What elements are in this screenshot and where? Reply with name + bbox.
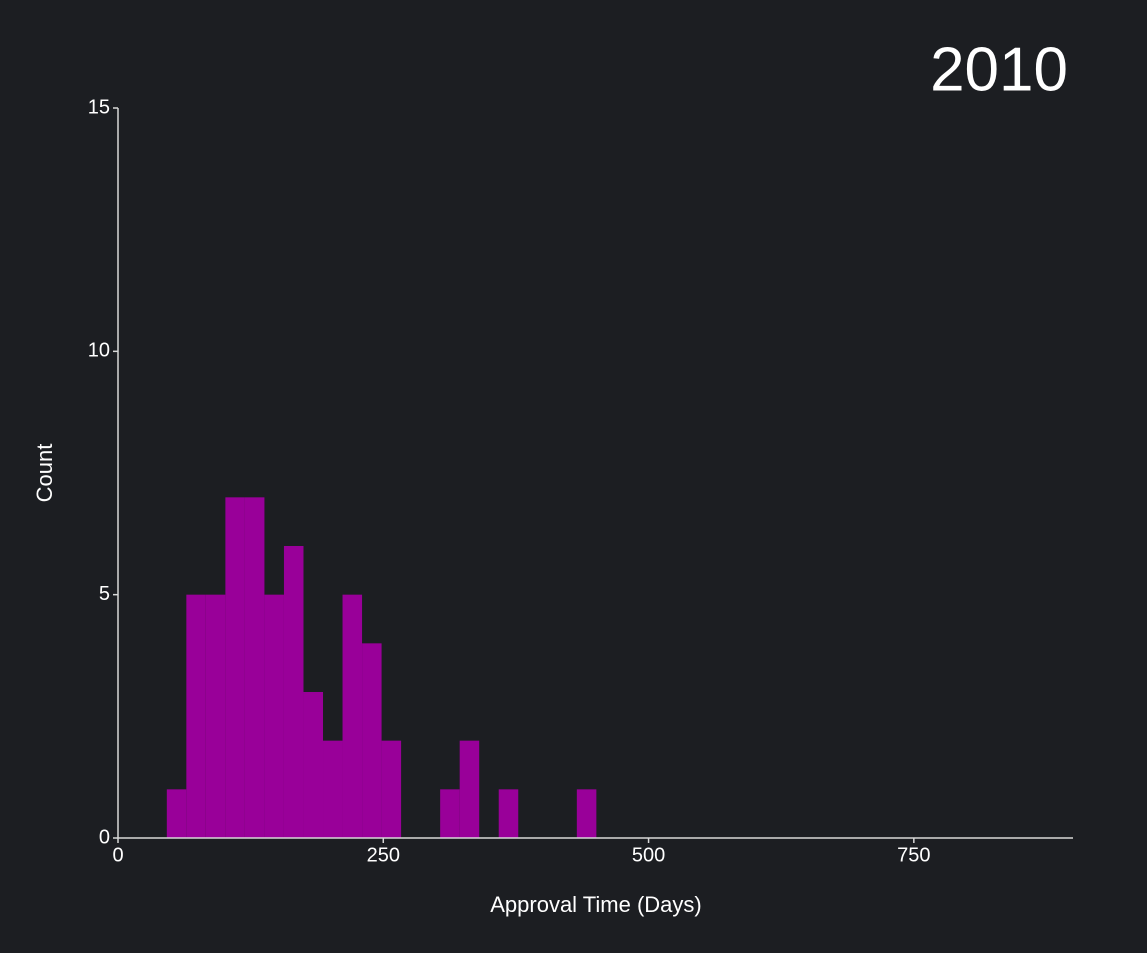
bar bbox=[576, 789, 597, 838]
y-axis-label: Count bbox=[32, 444, 57, 503]
chart-title: 2010 bbox=[930, 35, 1068, 104]
y-tick-label: 0 bbox=[99, 826, 110, 848]
bar bbox=[186, 594, 206, 838]
x-axis-label: Approval Time (Days) bbox=[490, 892, 702, 917]
y-tick-label: 10 bbox=[88, 340, 110, 362]
bar bbox=[323, 740, 343, 838]
y-tick-label: 15 bbox=[88, 96, 110, 118]
bar bbox=[362, 643, 382, 838]
bar bbox=[264, 594, 284, 838]
bar bbox=[381, 740, 402, 838]
bar bbox=[459, 740, 480, 838]
bar bbox=[303, 692, 324, 838]
y-tick-label: 5 bbox=[99, 583, 110, 605]
bar bbox=[205, 594, 226, 838]
bar bbox=[283, 546, 304, 838]
bar bbox=[498, 789, 519, 838]
bar bbox=[440, 789, 460, 838]
bar bbox=[244, 497, 265, 838]
x-tick-label: 500 bbox=[632, 844, 665, 866]
x-tick-label: 750 bbox=[897, 844, 930, 866]
bar bbox=[225, 497, 245, 838]
bar bbox=[342, 594, 363, 838]
x-tick-label: 0 bbox=[112, 844, 123, 866]
x-tick-label: 250 bbox=[367, 844, 400, 866]
bar bbox=[166, 789, 187, 838]
